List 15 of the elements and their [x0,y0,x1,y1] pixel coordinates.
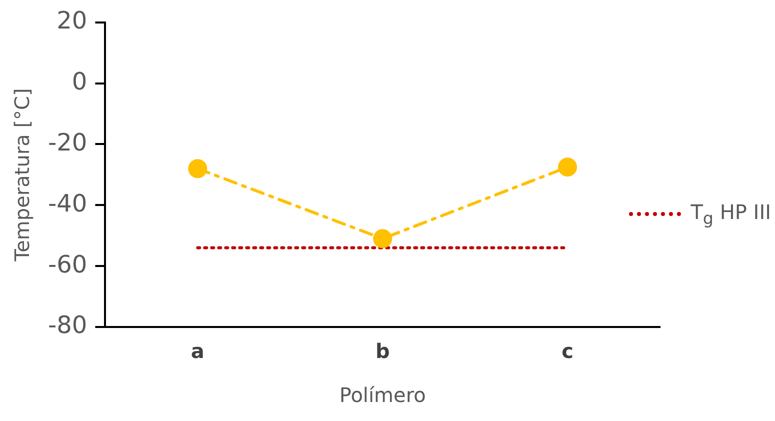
x-tick-label: b [375,339,390,364]
legend-label: T$_{g}$ HP III [690,200,771,228]
y-axis-title: Temperatura [°C] [10,88,34,262]
x-tick-label: a [190,339,204,364]
point [558,158,578,177]
y-tick-label: -40 [48,189,88,218]
y-tick-label: -20 [48,128,88,156]
x-tick-label: c [562,339,574,364]
y-tick-label: -60 [48,250,88,278]
y-tick-label: 0 [72,68,88,96]
point [188,159,208,178]
y-tick-label: -80 [48,311,88,340]
y-tick-label: 20 [56,6,88,35]
x-axis-title: Polímero [339,383,426,408]
point [373,229,392,248]
